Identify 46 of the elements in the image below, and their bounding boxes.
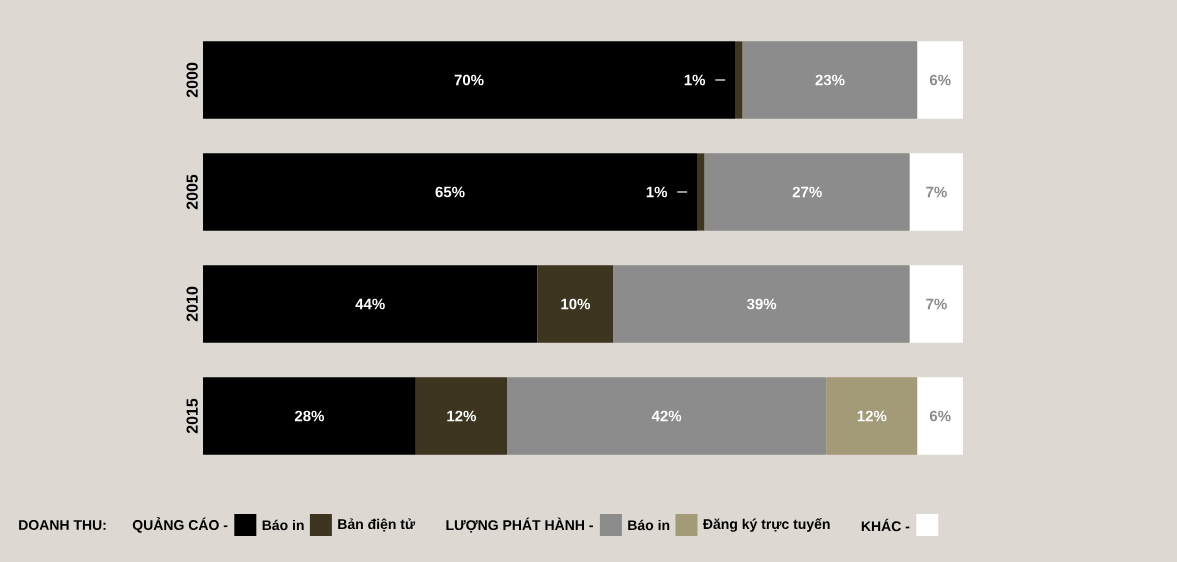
bar bbox=[507, 377, 827, 455]
bar bbox=[742, 41, 918, 119]
data-label: 27% bbox=[792, 186, 822, 198]
data-label: 12% bbox=[447, 410, 477, 422]
data-label: 6% bbox=[929, 410, 951, 422]
bar bbox=[917, 377, 964, 455]
text: LƯỢNG PHÁT HÀNH - bbox=[446, 517, 593, 533]
legend-title: DOANH THU: bbox=[19, 520, 106, 530]
bar bbox=[909, 265, 964, 343]
data-label: 1% bbox=[684, 74, 706, 86]
data-label: 28% bbox=[294, 410, 325, 422]
legend-label: Đăng ký trực tuyến bbox=[702, 518, 830, 532]
data-label: 10% bbox=[561, 298, 591, 310]
data-label: 7% bbox=[926, 186, 947, 198]
legend-label: Bản điện tử bbox=[338, 518, 416, 532]
data-label: 6% bbox=[929, 74, 951, 86]
y-tick-label: 2000 bbox=[186, 62, 198, 98]
data-label: 42% bbox=[651, 410, 682, 422]
bar bbox=[203, 265, 538, 343]
bar bbox=[826, 377, 918, 455]
bar bbox=[917, 41, 964, 119]
bar bbox=[203, 153, 698, 231]
data-label: 70% bbox=[454, 74, 484, 86]
bar bbox=[697, 153, 705, 231]
bar bbox=[613, 265, 910, 343]
y-tick-label: 2015 bbox=[186, 398, 198, 434]
bar bbox=[203, 377, 416, 455]
data-label: 65% bbox=[435, 186, 465, 198]
text: KHÁC - bbox=[861, 518, 910, 532]
data-label: 44% bbox=[355, 298, 385, 310]
data-label: 12% bbox=[857, 410, 887, 422]
bar bbox=[203, 41, 736, 119]
legend-label: Báo in bbox=[628, 519, 670, 531]
y-tick-label: 2010 bbox=[186, 286, 198, 322]
data-label: 1% bbox=[646, 186, 668, 198]
text: QUẢNG CÁO - bbox=[132, 517, 228, 533]
data-label: 39% bbox=[746, 298, 777, 310]
bar bbox=[704, 153, 910, 231]
data-label: 23% bbox=[815, 74, 845, 86]
bar bbox=[909, 153, 964, 231]
data-label: 7% bbox=[926, 298, 947, 310]
legend-label: Báo in bbox=[262, 519, 304, 531]
bar bbox=[735, 41, 743, 119]
y-tick-label: 2005 bbox=[186, 174, 198, 210]
bar bbox=[537, 265, 614, 343]
bar bbox=[415, 377, 508, 455]
